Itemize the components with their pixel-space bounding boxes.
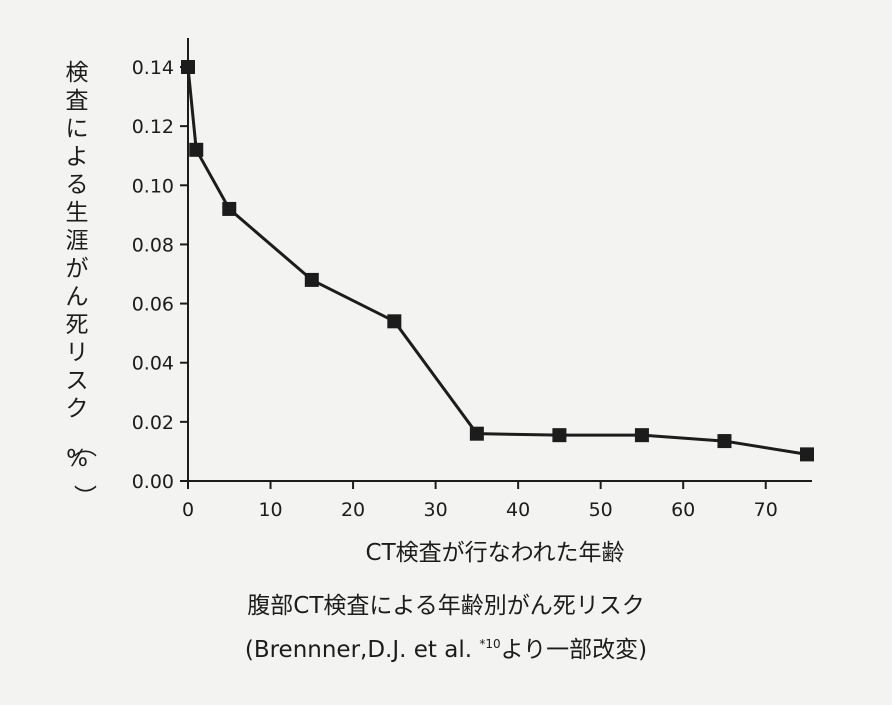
y-tick-label: 0.10 (132, 175, 174, 197)
data-point (552, 428, 567, 443)
y-tick-label: 0.08 (132, 234, 174, 256)
y-axis-title-char: 生 (66, 200, 89, 226)
y-axis-title-char: 検 (66, 60, 89, 86)
x-tick-label: 0 (182, 499, 194, 521)
y-tick-label: 0.14 (132, 57, 174, 79)
x-axis-title: CT検査が行なわれた年齢 (366, 540, 625, 566)
caption-source-ref: *10 (479, 637, 501, 651)
y-tick-label: 0.06 (132, 294, 174, 316)
y-axis-title-char: よ (66, 144, 89, 170)
y-axis-title-char: ス (66, 368, 89, 394)
y-axis-title-char: が (66, 256, 89, 282)
y-axis-title-char: ） (71, 485, 97, 508)
data-point (469, 426, 484, 441)
y-axis-title-char: に (66, 116, 89, 142)
caption-source-prefix: (Brennner,D.J. et al. (244, 637, 480, 663)
series-line-group (186, 66, 808, 456)
data-point (800, 447, 814, 462)
y-axis-title-char: リ (66, 340, 89, 366)
data-point (222, 201, 237, 216)
y-axis: 0.00 0.02 0.04 0.06 0.08 0.10 0.12 0.14 (132, 57, 188, 493)
caption-source-suffix: より一部改変) (500, 637, 648, 663)
data-point (181, 60, 195, 74)
data-point (189, 142, 204, 157)
data-point (717, 434, 732, 449)
x-axis: 0 10 20 30 40 50 60 70 (182, 481, 778, 521)
y-axis-title-char: （ (71, 435, 97, 458)
x-tick-label: 10 (258, 499, 282, 521)
y-axis-title-char: る (66, 172, 89, 198)
x-tick-label: 20 (341, 499, 365, 521)
caption-source: (Brennner,D.J. et al. *10より一部改変) (0, 630, 892, 664)
data-point (634, 428, 649, 443)
y-tick-label: 0.12 (132, 116, 174, 138)
x-tick-label: 60 (671, 499, 695, 521)
y-tick-label: 0.00 (132, 471, 174, 493)
x-tick-label: 30 (424, 499, 448, 521)
y-axis-title-char: ク (66, 396, 89, 422)
x-tick-label: 40 (506, 499, 530, 521)
x-tick-label: 50 (589, 499, 613, 521)
axes-frame (187, 38, 812, 482)
x-tick-label: 70 (754, 499, 778, 521)
data-point (304, 272, 319, 287)
caption-title: 腹部CT検査による年齢別がん死リスク (247, 593, 645, 619)
y-axis-title-char: ん (66, 284, 89, 310)
series-line (186, 66, 808, 456)
y-axis-title-char: 死 (66, 312, 89, 338)
y-axis-title-char: % (66, 446, 88, 472)
y-tick-label: 0.04 (132, 353, 174, 375)
data-point (387, 314, 402, 329)
series-markers (181, 60, 814, 462)
y-axis-title-char: 査 (66, 88, 89, 114)
y-tick-label: 0.02 (132, 412, 174, 434)
y-axis-title-char: 涯 (66, 228, 89, 254)
